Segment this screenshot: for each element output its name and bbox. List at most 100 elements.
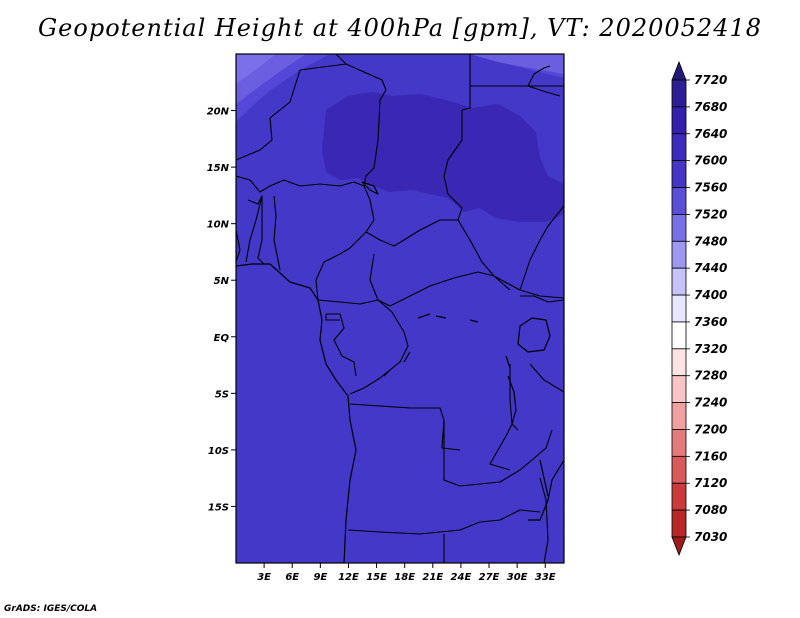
border-nigeria: [273, 195, 281, 271]
lake-kivu: [505, 355, 511, 369]
colorbar-swatch: [671, 375, 687, 403]
colorbar-swatch: [671, 455, 687, 484]
border-burkina-ghana: [245, 195, 263, 263]
colorbar-label: 7160: [694, 449, 727, 463]
border-drc-angola: [349, 403, 461, 451]
colorbar-swatch: [671, 133, 687, 162]
height-field-7520-contour: [236, 54, 276, 84]
colorbar-label: 7600: [694, 154, 727, 168]
colorbar-top-arrow: [671, 60, 687, 81]
border-congo-drc: [349, 299, 409, 395]
lat-tick-label: 15S: [208, 502, 229, 513]
colorbar-swatch: [671, 348, 687, 377]
colorbar: 7720 7680 7640 7600 7560 7520 7480 7440 7400 7360…: [671, 60, 727, 557]
colorbar-swatch: [671, 106, 687, 135]
lat-tick-label: 5S: [215, 389, 229, 400]
colorbar-label: 7480: [694, 234, 727, 248]
colorbar-swatch: [671, 187, 687, 215]
border-nigeria-cameroon: [315, 185, 375, 301]
country-borders: [236, 54, 564, 563]
border-chad-car: [365, 219, 458, 247]
colorbar-label: 7240: [694, 396, 727, 410]
lon-tick-label: 3E: [257, 572, 271, 583]
lon-tick-label: 6E: [285, 572, 299, 583]
colorbar-swatch: [671, 160, 687, 188]
border-libya-niger: [335, 54, 347, 65]
colorbar-swatch: [671, 402, 687, 430]
colorbar-label: 7360: [694, 315, 727, 329]
border-south-sudan-uganda: [493, 275, 511, 291]
colorbar-label: 7440: [694, 261, 727, 275]
border-benin-togo: [257, 196, 265, 265]
grads-credit: GrADS: IGES/COLA: [4, 604, 98, 614]
colorbar-label: 7680: [694, 100, 727, 114]
border-liberia-ivory: [236, 229, 241, 263]
colorbar-swatch: [671, 321, 687, 350]
border-kenya-tanzania: [529, 363, 564, 393]
lon-tick-label: 15E: [366, 572, 387, 583]
border-niger-chad: [363, 89, 387, 187]
lat-tick-label: 5N: [214, 276, 230, 287]
latitude-axis: 20N 15N 10N 5N EQ 5S 10S 15S: [207, 107, 236, 513]
colorbar-label: 7080: [694, 503, 727, 517]
height-field-7640-contour: [322, 92, 564, 222]
colorbar-label: 7520: [694, 207, 727, 221]
colorbar-swatch: [671, 267, 687, 296]
border-angola-zambia: [443, 420, 521, 487]
coastlines: [236, 181, 564, 563]
lat-tick-label: 15N: [207, 163, 230, 174]
lat-tick-label: 10S: [208, 446, 229, 457]
border-sudan-south: [457, 219, 495, 277]
colorbar-label: 7120: [694, 476, 727, 490]
border-chad-sudan: [443, 110, 463, 221]
colorbar-swatch: [671, 214, 687, 242]
border-mozambique: [539, 477, 549, 563]
border-cameroon-eq: [325, 314, 340, 321]
border-west-africa: [236, 175, 365, 193]
colorbar-label: 7030: [694, 530, 727, 544]
border-mali-niger: [236, 69, 301, 161]
colorbar-label: 7640: [694, 127, 727, 141]
border-cameroon-south: [317, 299, 379, 305]
colorbar-swatch: [671, 482, 687, 511]
lon-tick-label: 21E: [422, 572, 443, 583]
colorbar-label: 7280: [694, 369, 727, 383]
lon-tick-label: 18E: [394, 572, 415, 583]
lat-tick-label: EQ: [214, 333, 230, 344]
east-coast: [528, 459, 564, 521]
plot-frame: [235, 53, 565, 564]
lon-tick-label: 30E: [507, 572, 528, 583]
border-namibia: [347, 519, 501, 535]
lake-tanganyika: [507, 375, 519, 431]
border-zambia-malawi: [519, 429, 553, 471]
colorbar-swatch: [671, 429, 687, 457]
border-algeria-south: [299, 63, 387, 91]
lon-tick-label: 24E: [451, 572, 472, 583]
gulf-of-guinea-coast: [236, 263, 357, 563]
border-red-sea: [527, 65, 561, 97]
lake-chad: [361, 181, 379, 195]
colorbar-label: 7320: [694, 342, 727, 356]
colorbar-label: 7200: [694, 422, 727, 436]
border-east-africa: [520, 295, 564, 303]
border-libya-egypt: [461, 54, 471, 111]
border-drc-east: [489, 364, 513, 471]
lon-tick-label: 12E: [338, 572, 359, 583]
lake-victoria: [517, 317, 551, 353]
colorbar-label: 7560: [694, 181, 727, 195]
lat-tick-label: 20N: [207, 107, 230, 118]
lat-tick-label: 10N: [207, 220, 230, 231]
colorbar-label: 7400: [694, 288, 727, 302]
border-zimbabwe: [499, 509, 541, 521]
lon-tick-label: 33E: [535, 572, 556, 583]
colorbar-swatch: [671, 294, 687, 323]
colorbar-label: 7720: [694, 73, 727, 87]
colorbar-bottom-arrow: [671, 536, 687, 557]
longitude-axis: 3E 6E 9E 12E 15E 18E 21E 24E 27E 30E 33E: [257, 563, 556, 583]
colorbar-swatch: [671, 509, 687, 538]
border-sudan-ethiopia: [519, 205, 564, 291]
map-title: Geopotential Height at 400hPa [gpm], VT:…: [38, 14, 762, 42]
colorbar-swatch: [671, 240, 687, 269]
border-gabon: [326, 313, 357, 377]
